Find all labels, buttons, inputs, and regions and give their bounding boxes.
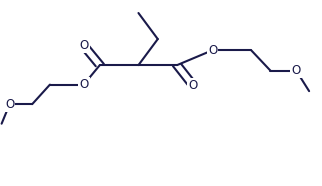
Text: O: O [292, 64, 301, 77]
Text: O: O [79, 39, 88, 52]
Text: O: O [189, 79, 198, 92]
Text: O: O [208, 44, 217, 57]
Text: O: O [79, 78, 88, 91]
Text: O: O [5, 98, 14, 111]
